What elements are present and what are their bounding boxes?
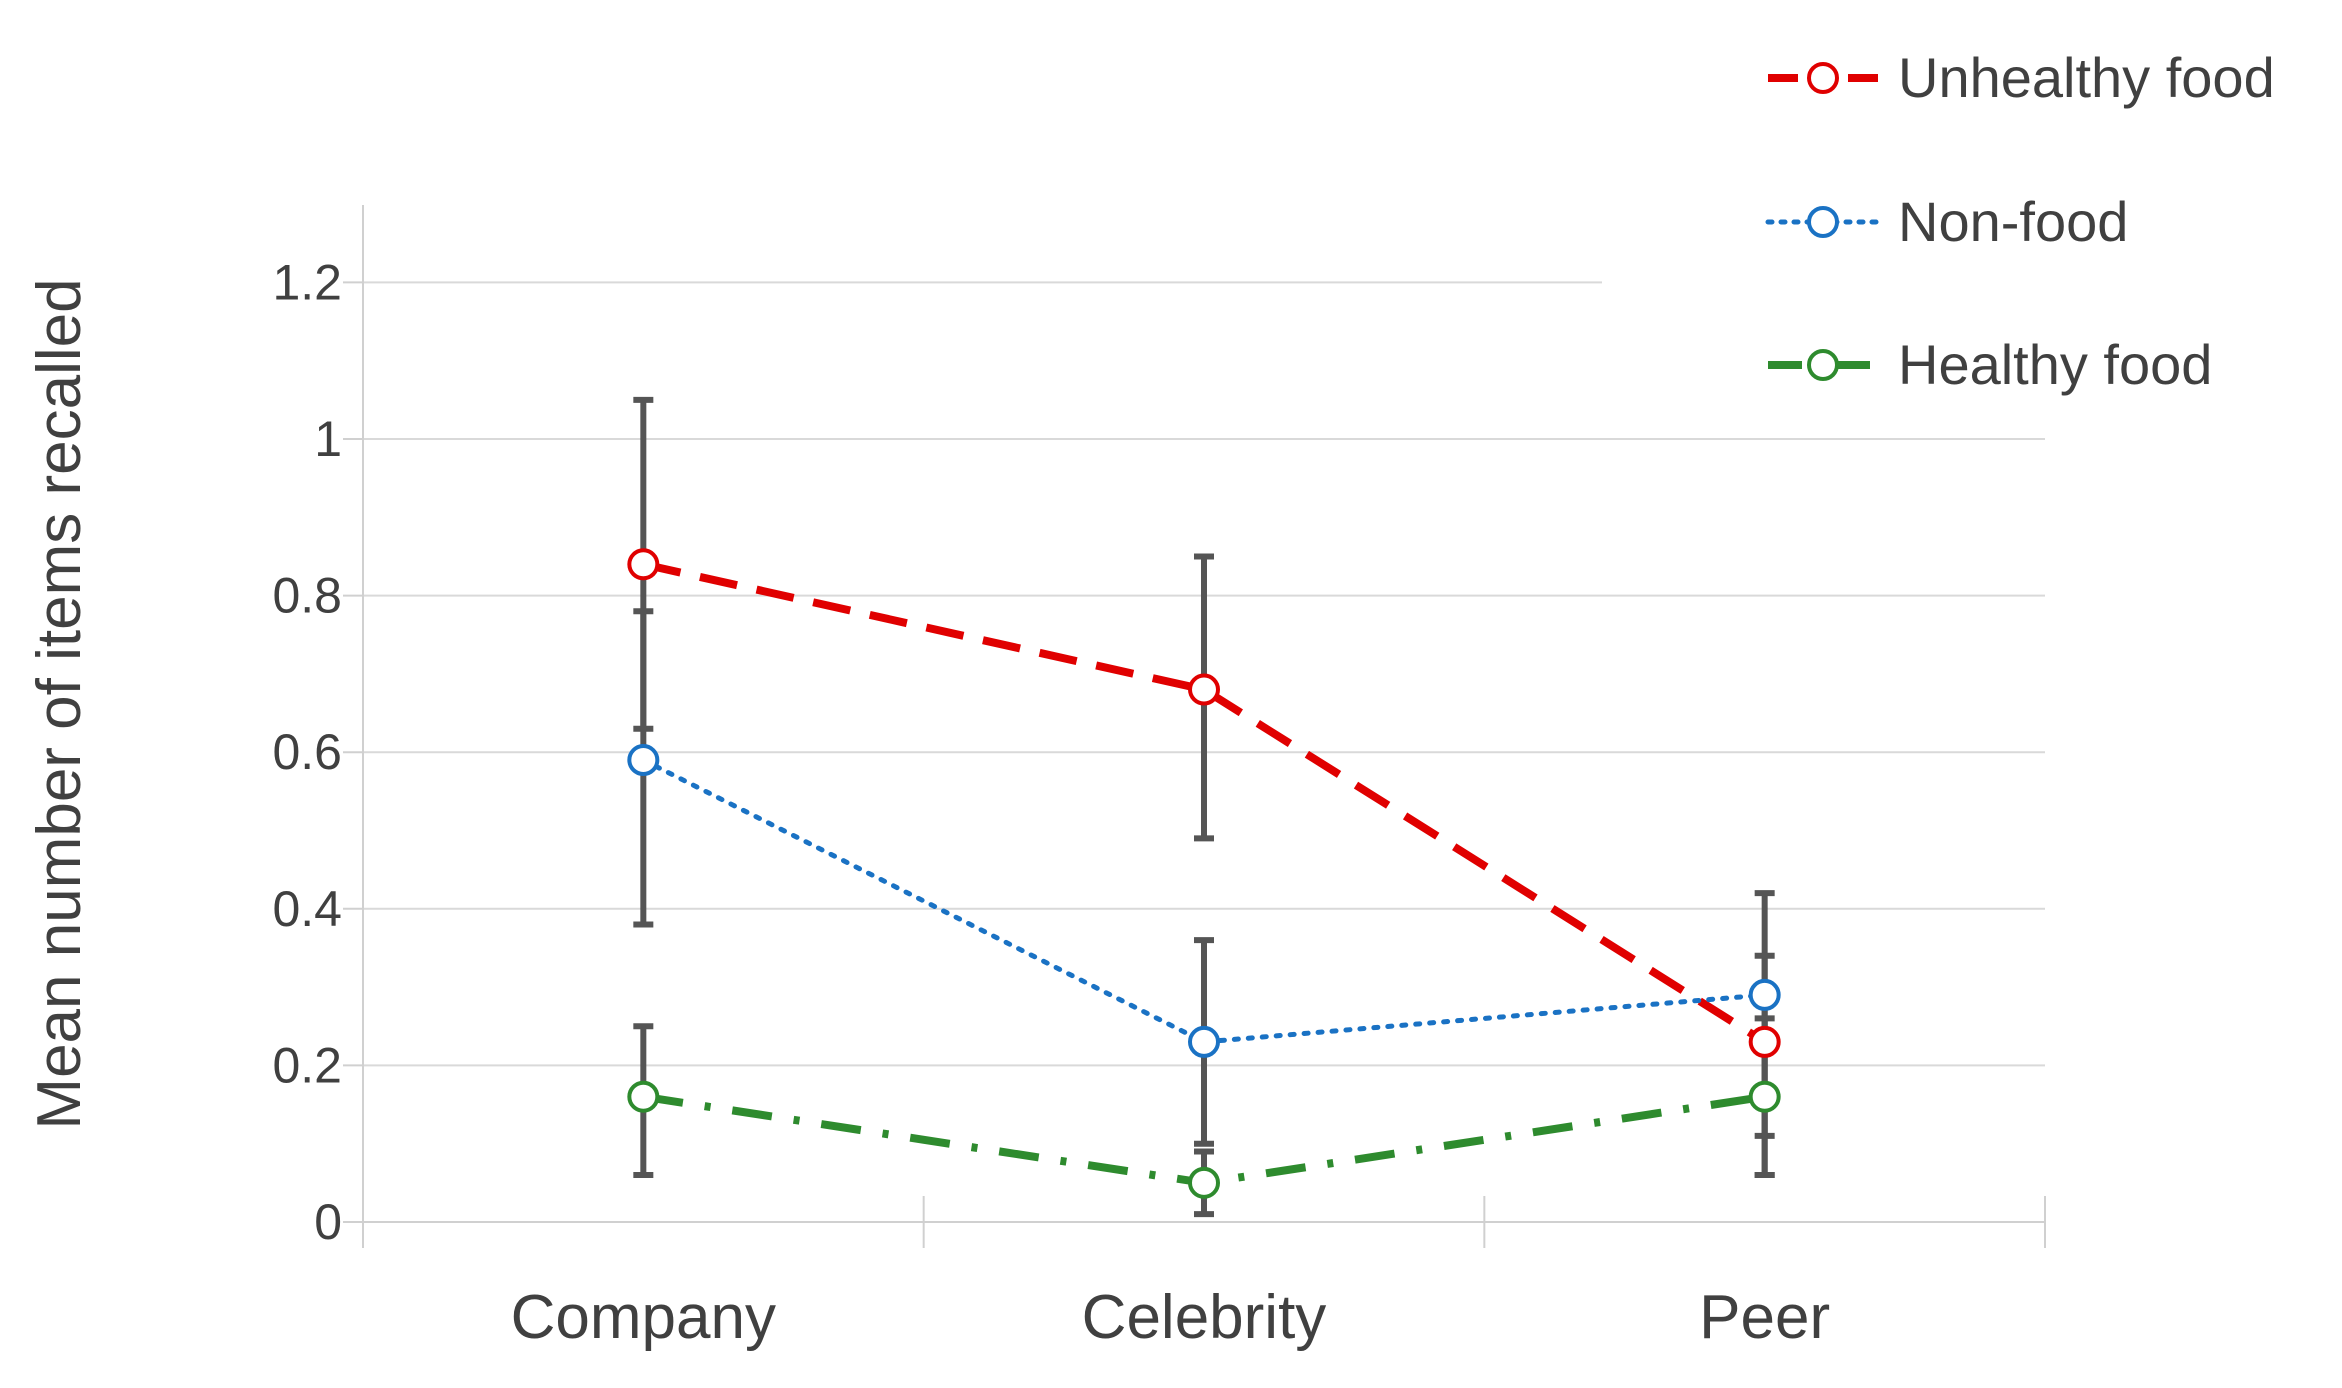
legend-marker-healthy-food <box>1807 349 1839 381</box>
legend-label-non-food: Non-food <box>1898 190 2128 253</box>
data-point-unhealthy-food-company <box>627 548 660 581</box>
y-tick-label-6: 1.2 <box>272 254 342 310</box>
legend-label-healthy-food: Healthy food <box>1898 333 2212 396</box>
data-point-healthy-food-celebrity <box>1188 1166 1220 1199</box>
y-tick-label-1: 0.2 <box>272 1037 342 1093</box>
y-tick-label-2: 0.4 <box>272 881 342 937</box>
legend-item-healthy-food: Healthy food <box>1768 333 2212 396</box>
series-line-unhealthy-food <box>642 560 1767 1046</box>
data-point-non-food-company <box>627 744 660 777</box>
axes <box>343 205 2046 1248</box>
legend: Unhealthy food Non-food Healthy food <box>1765 46 2275 396</box>
data-point-unhealthy-food-celebrity <box>1188 673 1220 706</box>
error-bars <box>633 396 1775 1218</box>
y-tick-label-0: 0 <box>314 1194 342 1250</box>
legend-marker-non-food <box>1807 206 1839 238</box>
x-category-label-peer: Peer <box>1699 1283 1830 1352</box>
legend-item-unhealthy-food: Unhealthy food <box>1768 46 2275 109</box>
x-category-labels: Company Celebrity Peer <box>511 1283 1830 1352</box>
y-tick-label-4: 0.8 <box>272 568 342 624</box>
legend-marker-unhealthy-food <box>1807 62 1839 94</box>
data-point-unhealthy-food-peer <box>1748 1025 1781 1058</box>
legend-item-non-food: Non-food <box>1765 190 2128 253</box>
y-tick-label-3: 0.6 <box>272 724 342 780</box>
y-tick-label-5: 1 <box>314 411 342 467</box>
x-category-label-celebrity: Celebrity <box>1082 1283 1327 1352</box>
y-axis-title: Mean number of items recalled <box>25 278 94 1129</box>
data-point-non-food-peer <box>1748 978 1781 1011</box>
x-category-label-company: Company <box>511 1283 776 1352</box>
y-tick-labels: 0 0.2 0.4 0.6 0.8 1 1.2 <box>272 254 342 1250</box>
data-points <box>627 548 1781 1199</box>
data-point-non-food-celebrity <box>1188 1025 1220 1058</box>
data-point-healthy-food-company <box>627 1080 660 1113</box>
legend-label-unhealthy-food: Unhealthy food <box>1898 46 2275 109</box>
data-point-healthy-food-peer <box>1748 1080 1781 1113</box>
